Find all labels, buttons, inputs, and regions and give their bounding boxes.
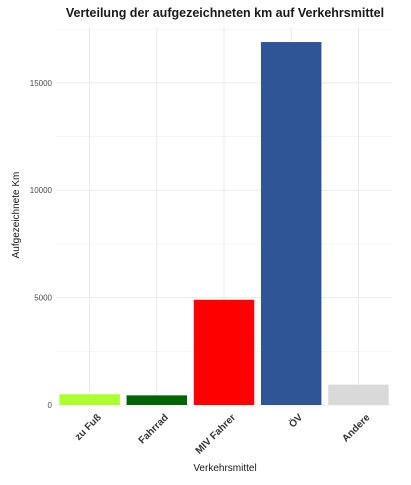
y-axis-label: Aufgezeichnete Km [11, 172, 22, 259]
x-tick-label: Fahrrad [137, 412, 171, 446]
y-tick-label: 5000 [34, 294, 52, 303]
x-tick-label: MIV Fahrer [194, 412, 238, 456]
x-axis-ticks: zu Fuß Fahrrad MIV Fahrer ÖV Andere [73, 411, 373, 457]
bar-1 [126, 395, 188, 405]
bar-3 [260, 42, 322, 406]
chart-title: Verteilung der aufgezeichneten km auf Ve… [66, 6, 384, 20]
bars [59, 42, 389, 406]
bar-2 [193, 299, 255, 405]
y-tick-label: 10000 [30, 186, 53, 195]
x-tick-label: zu Fuß [73, 412, 104, 443]
x-axis-label: Verkehrsmittel [193, 463, 256, 474]
bar-4 [328, 384, 389, 405]
x-tick-label: Andere [340, 412, 372, 444]
y-tick-label: 0 [48, 401, 53, 410]
y-axis-ticks: 0 5000 10000 15000 [30, 79, 53, 410]
bar-0 [59, 394, 120, 405]
x-tick-label: ÖV [286, 411, 306, 431]
y-tick-label: 15000 [30, 79, 53, 88]
